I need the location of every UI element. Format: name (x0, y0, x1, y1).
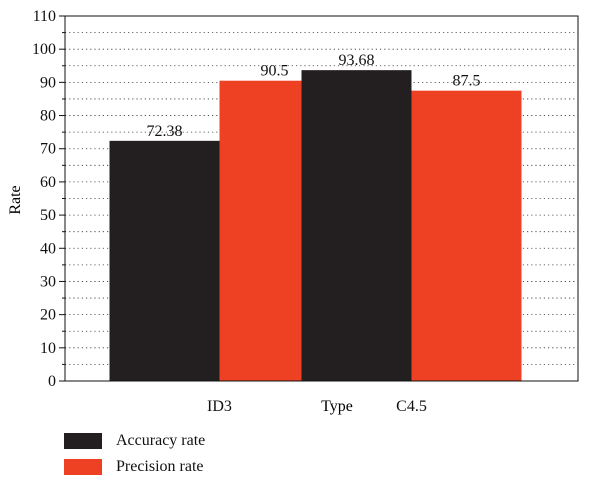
y-tick-label: 20 (40, 307, 56, 324)
data-labels: 72.38 90.5 93.68 87.5 (147, 52, 481, 140)
legend-label-accuracy: Accuracy rate (116, 432, 206, 449)
y-tick-label: 50 (40, 207, 56, 224)
data-label: 93.68 (339, 52, 375, 69)
y-tick-label: 10 (40, 340, 56, 357)
legend-swatch-precision (64, 459, 102, 475)
data-label: 72.38 (147, 123, 183, 140)
y-tick-label: 110 (33, 8, 56, 25)
y-tick-label: 90 (40, 74, 56, 91)
bar-precision-c45 (411, 90, 522, 381)
axes: ID3 C4.5 0 10 20 30 40 50 60 70 80 90 100 110 (32, 8, 579, 415)
legend-item-precision: Precision rate (64, 458, 204, 476)
data-label: 90.5 (261, 63, 289, 80)
data-label: 87.5 (453, 73, 481, 90)
y-tick-label: 30 (40, 273, 56, 290)
bar-accuracy-c45 (301, 70, 412, 382)
legend-label-precision: Precision rate (116, 458, 204, 475)
y-tick-label: 100 (32, 41, 56, 58)
x-axis-label: Type (321, 398, 353, 415)
legend: Accuracy rate Precision rate (64, 430, 364, 482)
legend-swatch-accuracy (64, 433, 102, 449)
y-tick-label: 0 (48, 373, 56, 390)
y-tick-label: 80 (40, 108, 56, 125)
x-tick-label: ID3 (207, 398, 232, 415)
bar-accuracy-id3 (109, 140, 220, 381)
y-tick-label: 60 (40, 174, 56, 191)
y-axis-label: Rate (7, 185, 24, 214)
legend-item-accuracy: Accuracy rate (64, 432, 205, 450)
bars (109, 70, 522, 382)
y-tick-label: 40 (40, 240, 56, 257)
x-tick-label: C4.5 (396, 398, 427, 415)
y-tick-label: 70 (40, 141, 56, 158)
bar-chart: 72.38 90.5 93.68 87.5 ID3 C4.5 0 10 20 30 40 50 60 7… (7, 8, 579, 415)
